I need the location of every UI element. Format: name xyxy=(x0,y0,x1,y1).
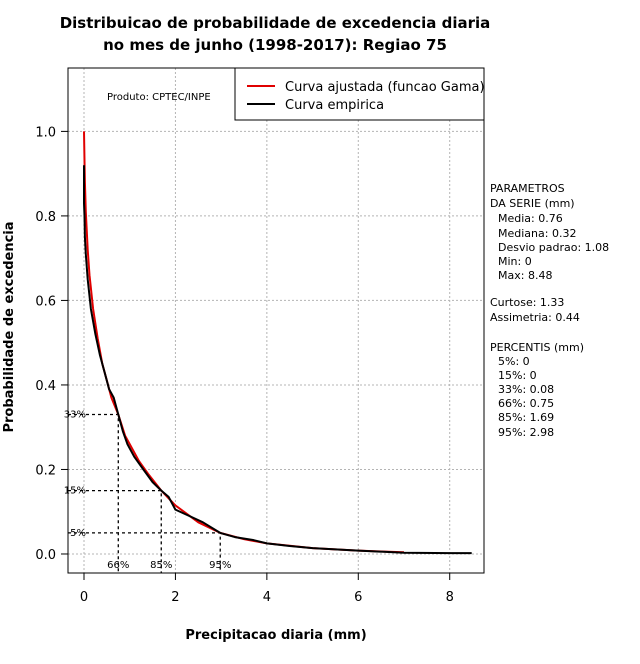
legend-box xyxy=(234,67,485,121)
product-label: Produto: CPTEC/INPE xyxy=(107,92,211,103)
y-percentile-label: 15% xyxy=(64,486,86,497)
legend-label-fitted: Curva ajustada (funcao Gama) xyxy=(285,80,485,95)
series-layer xyxy=(83,131,472,555)
percentile-guide-line xyxy=(68,532,221,573)
grid-lines xyxy=(68,68,484,573)
y-percentile-label: 33% xyxy=(64,410,86,421)
y-tick-label: 0.4 xyxy=(35,379,56,394)
x-axis-label: Precipitacao diaria (mm) xyxy=(185,628,366,643)
param-max: Max: 8.48 xyxy=(498,269,552,282)
y-tick-label: 0.6 xyxy=(35,294,56,309)
chart-title-line1: Distribuicao de probabilidade de exceden… xyxy=(60,14,491,32)
param-assimetria: Assimetria: 0.44 xyxy=(490,311,580,324)
params-header-1: PARAMETROS xyxy=(490,182,565,195)
legend: Curva ajustada (funcao Gama) Curva empir… xyxy=(234,67,485,121)
percentil-5: 5%: 0 xyxy=(498,355,530,368)
y-tick-label: 0.0 xyxy=(35,548,56,563)
param-min: Min: 0 xyxy=(498,255,532,268)
percentil-66: 66%: 0.75 xyxy=(498,397,554,410)
percentile-marker-lines: 33% 66% 15% 85% 5% 95% xyxy=(64,410,231,573)
percentis-header: PERCENTIS (mm) xyxy=(490,341,584,354)
x-tick-label: 2 xyxy=(171,590,179,605)
axes: 0 2 4 6 8 0.0 0.2 0.4 0.6 0.8 1.0 xyxy=(35,125,454,605)
y-tick-label: 1.0 xyxy=(35,125,56,140)
param-mediana: Mediana: 0.32 xyxy=(498,227,576,240)
chart-title-line2: no mes de junho (1998-2017): Regiao 75 xyxy=(103,36,447,54)
percentil-33: 33%: 0.08 xyxy=(498,383,554,396)
param-media: Media: 0.76 xyxy=(498,212,563,225)
param-curtose: Curtose: 1.33 xyxy=(490,296,564,309)
side-panel: PARAMETROS DA SERIE (mm) Media: 0.76 Med… xyxy=(490,182,609,439)
percentile-guide-line xyxy=(68,489,162,573)
percentil-85: 85%: 1.69 xyxy=(498,411,554,424)
x-tick-label: 6 xyxy=(354,590,362,605)
percentil-95: 95%: 2.98 xyxy=(498,426,554,439)
x-tick-label: 0 xyxy=(80,590,88,605)
series-line-empirical xyxy=(83,165,472,555)
x-tick-label: 8 xyxy=(446,590,454,605)
plot-frame xyxy=(67,67,485,574)
y-tick-label: 0.2 xyxy=(35,463,56,478)
percentil-15: 15%: 0 xyxy=(498,369,537,382)
legend-label-empirical: Curva empirica xyxy=(285,98,384,113)
params-header-2: DA SERIE (mm) xyxy=(490,197,575,210)
y-tick-label: 0.8 xyxy=(35,210,56,225)
series-line-fitted-gamma xyxy=(83,131,405,554)
y-axis-label: Probabilidade de excedencia xyxy=(2,221,17,432)
x-percentile-label: 85% xyxy=(150,560,172,571)
y-percentile-label: 5% xyxy=(70,528,86,539)
x-percentile-label: 66% xyxy=(107,560,129,571)
param-desvio: Desvio padrao: 1.08 xyxy=(498,241,609,254)
x-tick-label: 4 xyxy=(263,590,271,605)
x-percentile-label: 95% xyxy=(209,560,231,571)
